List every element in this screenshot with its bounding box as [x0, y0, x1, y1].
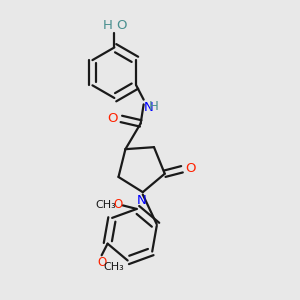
Text: H: H: [149, 100, 159, 113]
Text: CH₃: CH₃: [103, 262, 124, 272]
Text: H: H: [103, 19, 113, 32]
Text: O: O: [185, 162, 196, 175]
Text: O: O: [108, 112, 118, 124]
Text: CH₃: CH₃: [96, 200, 116, 210]
Text: O: O: [113, 198, 122, 211]
Text: O: O: [117, 19, 127, 32]
Text: N: N: [136, 194, 146, 207]
Text: N: N: [144, 101, 154, 114]
Text: O: O: [97, 256, 106, 269]
